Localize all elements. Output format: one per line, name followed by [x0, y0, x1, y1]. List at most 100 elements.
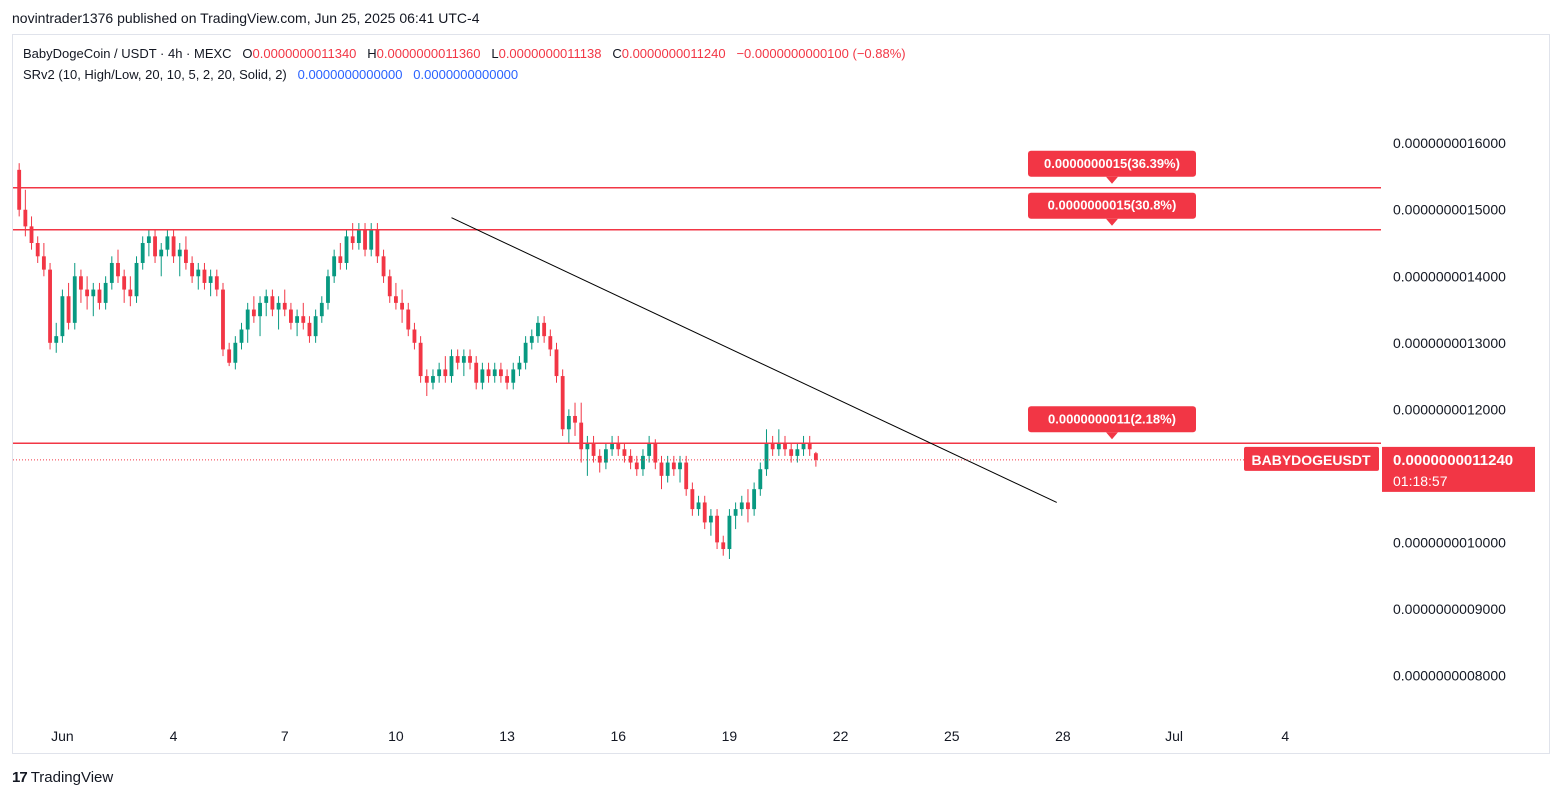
candle-body[interactable]	[23, 209, 28, 227]
candle-body[interactable]	[72, 276, 77, 323]
candle-body[interactable]	[239, 329, 244, 343]
candle-body[interactable]	[177, 249, 182, 257]
candle-body[interactable]	[171, 236, 176, 257]
candle-body[interactable]	[394, 296, 398, 303]
candle-body[interactable]	[424, 376, 429, 383]
candle-body[interactable]	[412, 329, 417, 343]
candle-body[interactable]	[319, 302, 324, 317]
candle-body[interactable]	[523, 342, 528, 363]
candle-body[interactable]	[437, 369, 442, 377]
candle-body[interactable]	[159, 249, 164, 257]
candle-body[interactable]	[807, 442, 812, 450]
candle-body[interactable]	[375, 229, 380, 257]
candle-body[interactable]	[356, 229, 361, 244]
candle-body[interactable]	[659, 462, 664, 476]
candle-body[interactable]	[406, 309, 411, 330]
candle-body[interactable]	[492, 369, 497, 377]
candle-body[interactable]	[739, 502, 744, 510]
candle-body[interactable]	[313, 316, 318, 337]
candle-body[interactable]	[418, 342, 423, 377]
candle-body[interactable]	[221, 289, 225, 350]
candle-body[interactable]	[474, 362, 479, 383]
candle-body[interactable]	[733, 509, 738, 516]
candle-body[interactable]	[97, 289, 102, 303]
candle-body[interactable]	[634, 462, 639, 470]
candle-body[interactable]	[758, 469, 763, 490]
candle-body[interactable]	[647, 442, 652, 456]
candle-body[interactable]	[233, 342, 238, 363]
candle-body[interactable]	[789, 449, 794, 456]
candle-body[interactable]	[326, 276, 330, 303]
candle-body[interactable]	[542, 322, 547, 337]
candle-body[interactable]	[301, 316, 306, 323]
candle-body[interactable]	[251, 309, 256, 317]
candle-body[interactable]	[400, 302, 405, 310]
candle-body[interactable]	[282, 302, 287, 310]
candle-body[interactable]	[641, 455, 645, 470]
candle-body[interactable]	[214, 276, 219, 290]
symbol-text[interactable]: BabyDogeCoin / USDT · 4h · MEXC	[23, 46, 232, 61]
candle-body[interactable]	[684, 462, 689, 490]
candle-body[interactable]	[165, 236, 170, 250]
candle-body[interactable]	[134, 262, 139, 297]
candle-body[interactable]	[276, 302, 281, 310]
descending-trendline[interactable]	[451, 217, 1057, 503]
candle-body[interactable]	[332, 256, 337, 277]
candle-body[interactable]	[85, 289, 90, 297]
candle-body[interactable]	[536, 322, 540, 337]
candle-body[interactable]	[387, 276, 392, 297]
candle-body[interactable]	[344, 236, 349, 263]
candle-body[interactable]	[517, 362, 522, 370]
tradingview-logo[interactable]: 17 TradingView	[12, 769, 113, 786]
candle-body[interactable]	[116, 262, 120, 277]
candle-body[interactable]	[702, 502, 707, 523]
candle-body[interactable]	[146, 236, 151, 244]
candle-body[interactable]	[727, 515, 732, 550]
candle-body[interactable]	[696, 502, 701, 510]
candle-body[interactable]	[610, 442, 614, 450]
candle-body[interactable]	[264, 296, 269, 303]
candle-body[interactable]	[190, 262, 195, 277]
candle-body[interactable]	[140, 243, 145, 263]
candle-body[interactable]	[128, 289, 133, 297]
candle-body[interactable]	[665, 462, 670, 476]
candle-body[interactable]	[721, 542, 726, 550]
candle-body[interactable]	[48, 269, 52, 343]
candle-body[interactable]	[461, 356, 466, 363]
candle-body[interactable]	[350, 236, 355, 244]
candle-body[interactable]	[548, 336, 553, 350]
candle-body[interactable]	[289, 309, 293, 323]
candle-body[interactable]	[770, 442, 775, 450]
candle-body[interactable]	[202, 269, 207, 283]
candle-body[interactable]	[628, 455, 633, 463]
candle-body[interactable]	[153, 236, 157, 257]
candle-body[interactable]	[17, 169, 22, 210]
candle-body[interactable]	[813, 453, 818, 460]
candle-body[interactable]	[579, 422, 584, 450]
candle-body[interactable]	[498, 369, 503, 377]
candle-body[interactable]	[560, 376, 565, 430]
candle-body[interactable]	[449, 356, 454, 377]
candle-body[interactable]	[295, 316, 300, 323]
candle-body[interactable]	[29, 226, 34, 244]
candle-body[interactable]	[752, 489, 757, 510]
candle-body[interactable]	[381, 256, 386, 277]
candle-body[interactable]	[54, 336, 59, 343]
candle-body[interactable]	[764, 442, 769, 470]
candle-body[interactable]	[653, 442, 658, 463]
candle-body[interactable]	[746, 502, 750, 510]
candle-body[interactable]	[35, 243, 40, 257]
candle-body[interactable]	[307, 322, 312, 337]
candle-body[interactable]	[554, 349, 559, 377]
candle-body[interactable]	[783, 442, 787, 450]
candle-body[interactable]	[443, 369, 448, 377]
candle-body[interactable]	[795, 449, 800, 456]
candle-body[interactable]	[270, 296, 275, 310]
candle-body[interactable]	[505, 376, 510, 383]
candle-body[interactable]	[603, 449, 608, 463]
candle-body[interactable]	[245, 309, 250, 330]
candle-body[interactable]	[431, 376, 435, 383]
candle-body[interactable]	[622, 449, 627, 456]
candle-body[interactable]	[122, 276, 127, 290]
